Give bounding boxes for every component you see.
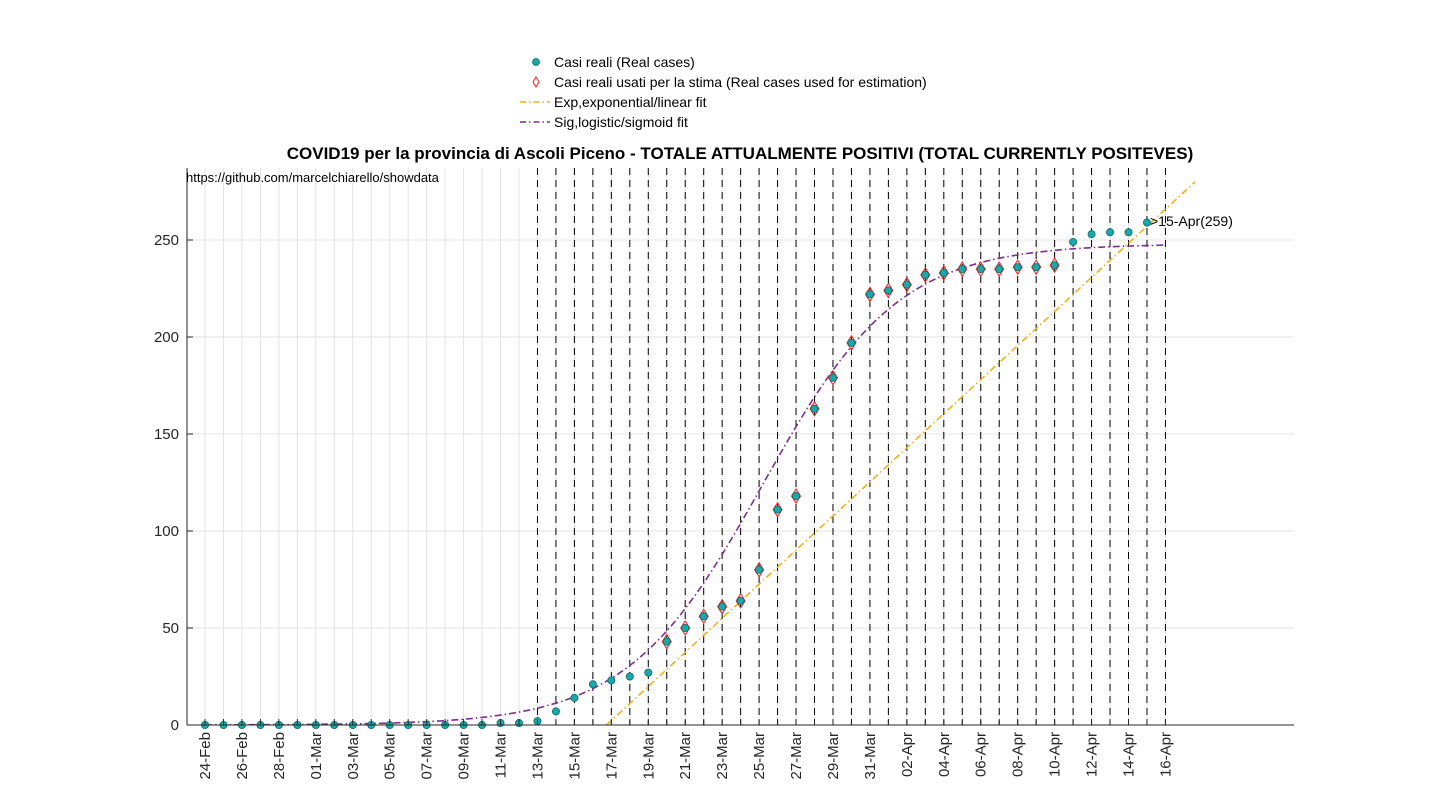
real-case-point <box>662 637 671 646</box>
grid <box>187 168 1294 726</box>
x-tick-label: 15-Mar <box>566 732 583 780</box>
real-case-point <box>1013 263 1022 272</box>
x-tick-label: 09-Mar <box>456 732 473 780</box>
real-case-point <box>1124 228 1133 237</box>
real-case-point <box>847 338 856 347</box>
legend-label-real-cases: Casi reali (Real cases) <box>554 54 695 70</box>
real-case-point <box>644 668 653 677</box>
real-case-point <box>1106 228 1115 237</box>
real-case-point <box>939 268 948 277</box>
sig-fit-line <box>205 244 1166 725</box>
real-case-point <box>681 624 690 633</box>
legend-label-exp-fit: Exp,exponential/linear fit <box>554 94 707 110</box>
x-tick-label: 17-Mar <box>603 732 620 780</box>
x-tick-label: 27-Mar <box>788 732 805 780</box>
x-tick-label: 23-Mar <box>714 732 731 780</box>
real-case-point <box>995 265 1004 274</box>
legend-marker-estimation-cases <box>532 76 540 88</box>
real-case-point <box>958 265 967 274</box>
y-tick-label: 250 <box>154 232 179 249</box>
y-tick-label: 150 <box>154 426 179 443</box>
x-tick-label: 25-Mar <box>751 732 768 780</box>
fit-lines <box>205 181 1196 725</box>
x-tick-label: 24-Feb <box>197 732 214 780</box>
x-tick-label: 11-Mar <box>493 732 510 778</box>
real-case-point <box>902 280 911 289</box>
real-case-point <box>699 612 708 621</box>
real-case-point <box>810 404 819 413</box>
x-tick-label: 19-Mar <box>640 732 657 780</box>
legend-label-estimation-cases: Casi reali usati per la stima (Real case… <box>554 74 927 90</box>
real-case-point <box>792 492 801 501</box>
x-tick-label: 13-Mar <box>529 732 546 780</box>
y-tick-label: 200 <box>154 329 179 346</box>
stems <box>536 168 1166 725</box>
x-tick-labels: 24-Feb 26-Feb 28-Feb 01-Mar 03-Mar 05-Mar 07-M… <box>197 732 1174 780</box>
x-tick-label: 08-Apr <box>1010 732 1027 777</box>
x-tick-label: 03-Mar <box>345 732 362 780</box>
real-case-point <box>1069 237 1078 246</box>
legend: Casi reali (Real cases) Casi reali usati… <box>520 54 927 130</box>
x-tick-label: 02-Apr <box>899 732 916 777</box>
x-tick-label: 01-Mar <box>308 732 325 780</box>
x-tick-label: 04-Apr <box>936 732 953 777</box>
x-tick-label: 07-Mar <box>419 732 436 780</box>
real-case-point <box>755 565 764 574</box>
real-case-point <box>570 693 579 702</box>
real-case-point <box>884 286 893 295</box>
real-case-point <box>551 707 560 716</box>
real-case-point <box>976 265 985 274</box>
real-case-point <box>1050 261 1059 270</box>
real-case-point <box>718 602 727 611</box>
source-link[interactable]: https://github.com/marcelchiarello/showd… <box>186 170 440 185</box>
x-tick-label: 05-Mar <box>382 732 399 780</box>
real-case-point <box>1142 218 1151 227</box>
real-case-point <box>921 270 930 279</box>
x-tick-label: 06-Apr <box>973 732 990 777</box>
real-case-point <box>773 505 782 514</box>
real-case-point <box>865 290 874 299</box>
x-tick-label: 10-Apr <box>1047 732 1064 777</box>
real-case-point <box>625 672 634 681</box>
x-tick-label: 26-Feb <box>234 732 251 780</box>
real-case-point <box>828 373 837 382</box>
x-tick-label: 28-Feb <box>271 732 288 780</box>
legend-label-sig-fit: Sig,logistic/sigmoid fit <box>554 114 688 130</box>
x-tick-label: 16-Apr <box>1157 732 1174 777</box>
exp-fit-line <box>605 181 1196 725</box>
y-tick-label: 0 <box>171 717 179 734</box>
real-case-point <box>588 680 597 689</box>
x-tick-label: 14-Apr <box>1121 732 1138 777</box>
axes <box>186 168 1294 726</box>
last-value-annotation: >15-Apr(259) <box>1150 213 1233 229</box>
x-tick-label: 31-Mar <box>862 732 879 780</box>
x-tick-label: 12-Apr <box>1084 732 1101 777</box>
legend-marker-real-cases <box>532 58 540 66</box>
y-tick-label: 50 <box>162 620 179 637</box>
real-case-point <box>607 676 616 685</box>
x-tick-label: 21-Mar <box>677 732 694 780</box>
real-case-point <box>1087 230 1096 239</box>
x-tick-label: 29-Mar <box>825 732 842 780</box>
real-case-point <box>1032 263 1041 272</box>
chart-title: COVID19 per la provincia di Ascoli Picen… <box>287 144 1194 163</box>
y-tick-label: 100 <box>154 523 179 540</box>
real-case-point <box>736 596 745 605</box>
y-tick-labels: 0 50 100 150 200 250 <box>154 232 179 734</box>
